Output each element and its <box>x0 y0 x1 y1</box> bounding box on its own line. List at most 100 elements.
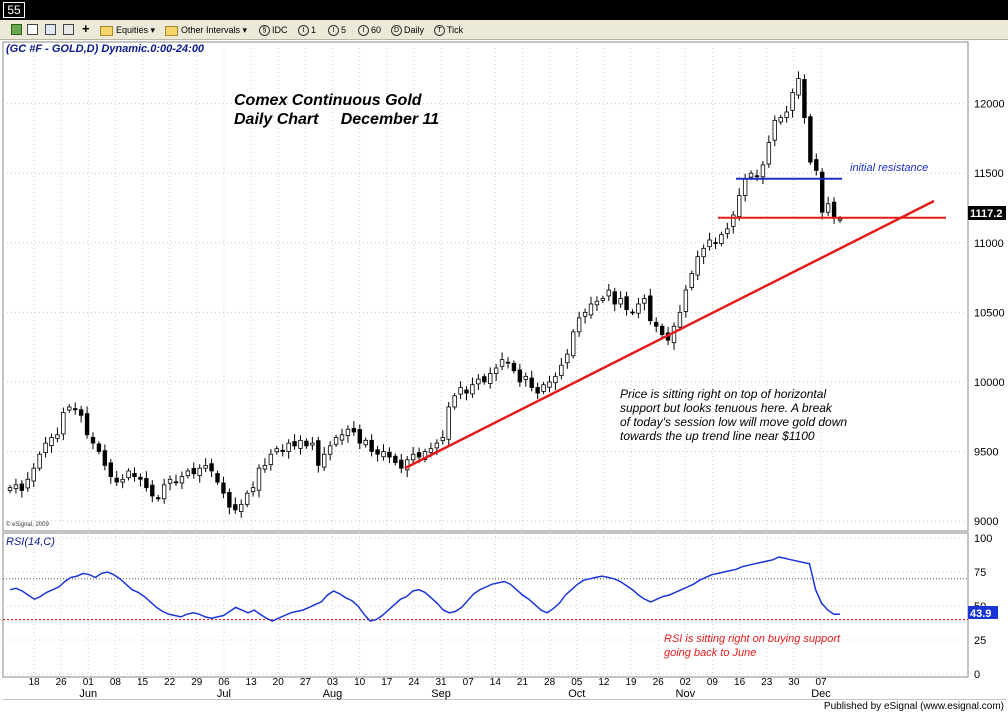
x-tick-label: 14 <box>490 677 502 688</box>
rsi-grid <box>3 537 968 675</box>
folder-icon <box>100 25 113 36</box>
copy-icon[interactable] <box>63 24 74 35</box>
candle <box>654 317 659 333</box>
candle-body <box>428 448 434 453</box>
candle-body <box>333 437 339 445</box>
page-icon[interactable] <box>45 24 56 35</box>
candle <box>499 352 505 371</box>
last-rsi-box <box>968 606 998 619</box>
x-month-label: Sep <box>431 688 451 700</box>
candle-body <box>825 203 831 213</box>
x-tick-label: 22 <box>164 677 176 688</box>
x-tick-label: 05 <box>571 677 583 688</box>
x-tick-label: 15 <box>137 677 149 688</box>
rsi-tick-label: 25 <box>974 635 986 647</box>
candle <box>458 381 463 400</box>
candle <box>215 470 220 485</box>
toolbar-tick[interactable]: T Tick <box>434 23 463 37</box>
x-tick-label: 31 <box>436 677 448 688</box>
candle <box>446 401 451 446</box>
candle <box>357 424 362 450</box>
candle <box>488 367 493 389</box>
candle <box>707 232 712 251</box>
candle <box>476 374 481 390</box>
toolbar-interval-60[interactable]: I 60 <box>358 23 381 37</box>
candle-body <box>737 195 742 218</box>
candle <box>820 168 825 220</box>
candle-body <box>43 442 48 453</box>
candle <box>310 437 315 451</box>
candle <box>150 480 155 503</box>
candle <box>529 370 534 392</box>
candle <box>464 386 469 401</box>
candle <box>393 453 398 466</box>
candle-body <box>707 239 712 248</box>
candle <box>440 430 445 445</box>
add-icon[interactable]: + <box>82 21 90 36</box>
window-titlebar: 55 <box>0 0 1008 20</box>
candle-body <box>648 295 653 322</box>
candle <box>375 445 380 462</box>
candle-body <box>440 437 445 442</box>
toolbar-equities[interactable]: Equities ▾ <box>100 23 155 37</box>
grid-icon[interactable] <box>27 24 38 35</box>
candle <box>327 440 333 461</box>
candle-body <box>517 369 523 383</box>
candle <box>185 468 191 479</box>
candle-body <box>778 117 783 123</box>
price-panel-frame <box>2 41 969 532</box>
x-tick-label: 16 <box>734 677 746 688</box>
candle-body <box>683 289 689 312</box>
candle-body <box>434 442 440 449</box>
footer-credit: Published by eSignal (www.esignal.com) <box>823 701 1004 712</box>
candle-body <box>25 478 30 489</box>
toolbar-daily[interactable]: D Daily <box>391 23 424 37</box>
toolbar-other-intervals[interactable]: Other Intervals ▾ <box>165 23 247 37</box>
x-tick-label: 19 <box>625 677 637 688</box>
candle-body <box>138 476 143 480</box>
candle-body <box>766 142 772 165</box>
candle-body <box>796 78 801 96</box>
candle-body <box>19 483 25 491</box>
chart-icon[interactable] <box>11 24 22 35</box>
candle-body <box>292 441 297 447</box>
candle-body <box>7 487 13 491</box>
candle-body <box>523 375 528 380</box>
candle <box>482 373 487 385</box>
candle-body <box>108 462 113 477</box>
candle-body <box>316 440 321 466</box>
candle-body <box>191 468 196 475</box>
candle <box>790 88 795 118</box>
rsi-tick-label: 75 <box>974 567 986 579</box>
candle <box>250 481 256 497</box>
candle <box>179 471 185 490</box>
candle-body <box>78 409 84 416</box>
x-tick-label: 18 <box>28 677 40 688</box>
candle-body <box>393 455 398 464</box>
candle <box>209 458 214 478</box>
candle-body <box>535 387 540 394</box>
candle <box>102 444 108 471</box>
candle-body <box>731 214 736 227</box>
candle-body <box>132 473 137 477</box>
interval-icon: § <box>259 25 270 37</box>
candle <box>25 472 30 492</box>
candle-body <box>375 449 380 455</box>
candle-body <box>244 492 250 505</box>
candle-body <box>677 311 683 328</box>
last-price-label: 1117.2 <box>970 208 1002 220</box>
candle <box>588 296 594 319</box>
candle <box>43 437 48 458</box>
candle-body <box>327 445 333 455</box>
toolbar-idc[interactable]: § IDC <box>259 23 288 37</box>
candle-body <box>114 477 119 483</box>
candle <box>559 357 564 380</box>
price-tick-label: 10500 <box>974 307 1005 319</box>
price-tick-label: 9500 <box>974 446 998 458</box>
candle-body <box>452 395 457 408</box>
price-axis: 9000 9500 10000 10500 11000 11500 12000 <box>974 99 1005 528</box>
rsi-tick-label: 100 <box>974 533 992 545</box>
candle-body <box>73 408 78 411</box>
